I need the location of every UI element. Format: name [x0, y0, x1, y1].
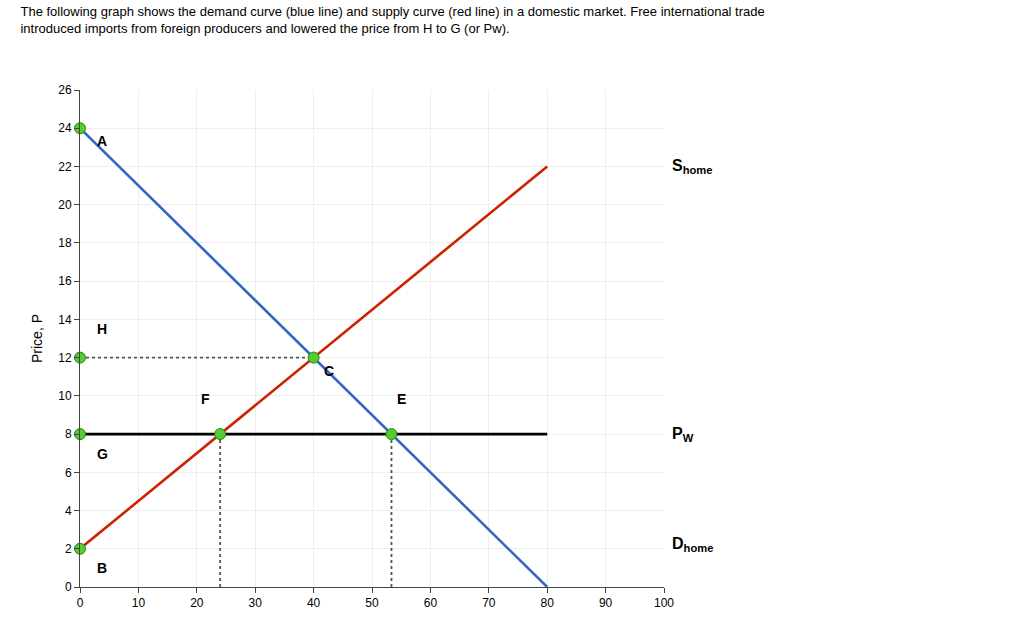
svg-text:70: 70: [482, 596, 496, 610]
svg-text:14: 14: [58, 313, 72, 327]
svg-text:P​W​: P​W​: [672, 425, 694, 444]
svg-text:6: 6: [65, 466, 72, 480]
svg-text:16: 16: [58, 274, 72, 288]
svg-text:0: 0: [77, 596, 84, 610]
svg-text:22: 22: [58, 160, 72, 174]
svg-text:30: 30: [249, 596, 263, 610]
svg-text:A: A: [97, 133, 107, 149]
svg-text:The following graph shows the: The following graph shows the demand cur…: [20, 4, 764, 36]
svg-text:80: 80: [541, 596, 555, 610]
svg-text:100: 100: [654, 596, 674, 610]
svg-text:0: 0: [65, 580, 72, 594]
svg-text:24: 24: [58, 121, 72, 135]
svg-text:60: 60: [424, 596, 438, 610]
svg-text:12: 12: [58, 351, 72, 365]
svg-text:26: 26: [58, 83, 72, 97]
svg-text:2: 2: [65, 542, 72, 556]
svg-text:B: B: [97, 560, 107, 576]
svg-text:40: 40: [307, 596, 321, 610]
svg-text:50: 50: [365, 596, 379, 610]
svg-text:4: 4: [65, 504, 72, 518]
svg-text:Price, P: Price, P: [29, 314, 45, 363]
svg-text:20: 20: [58, 198, 72, 212]
svg-text:10: 10: [58, 389, 72, 403]
svg-text:H: H: [97, 321, 107, 337]
svg-text:C: C: [324, 363, 334, 379]
svg-text:8: 8: [65, 427, 72, 441]
svg-text:E: E: [397, 391, 406, 407]
svg-text:G: G: [97, 446, 108, 462]
svg-text:D​home​: D​home​: [672, 535, 713, 554]
svg-text:18: 18: [58, 236, 72, 250]
svg-text:F: F: [201, 391, 210, 407]
svg-text:10: 10: [132, 596, 146, 610]
svg-text:20: 20: [190, 596, 204, 610]
svg-text:S​home​: S​home​: [672, 157, 713, 176]
svg-text:90: 90: [599, 596, 613, 610]
